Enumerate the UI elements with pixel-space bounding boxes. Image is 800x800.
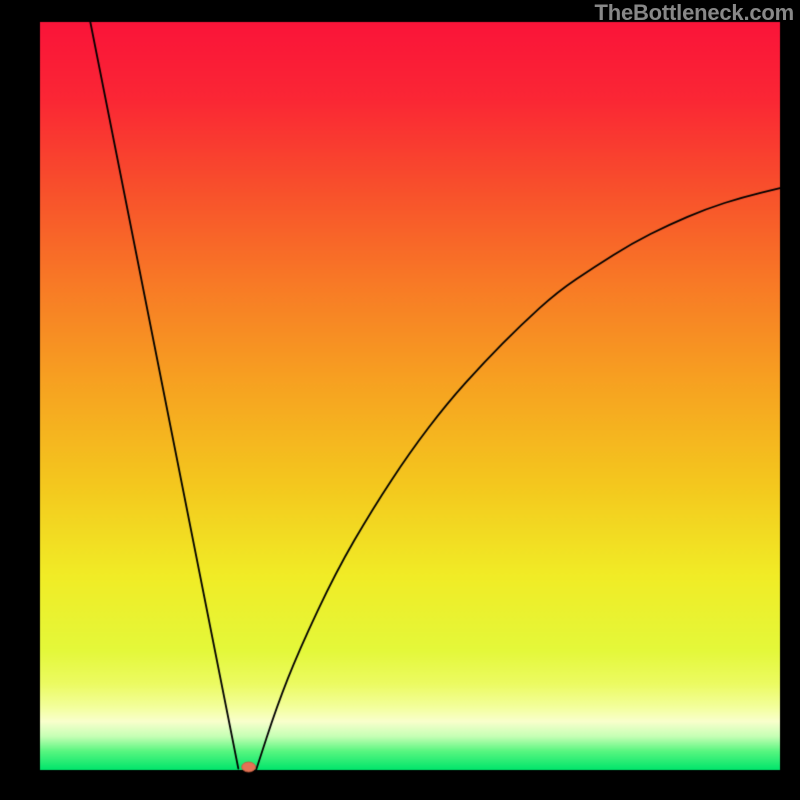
chart-container: TheBottleneck.com bbox=[0, 0, 800, 800]
watermark-text: TheBottleneck.com bbox=[594, 0, 794, 26]
bottleneck-chart-canvas bbox=[0, 0, 800, 800]
